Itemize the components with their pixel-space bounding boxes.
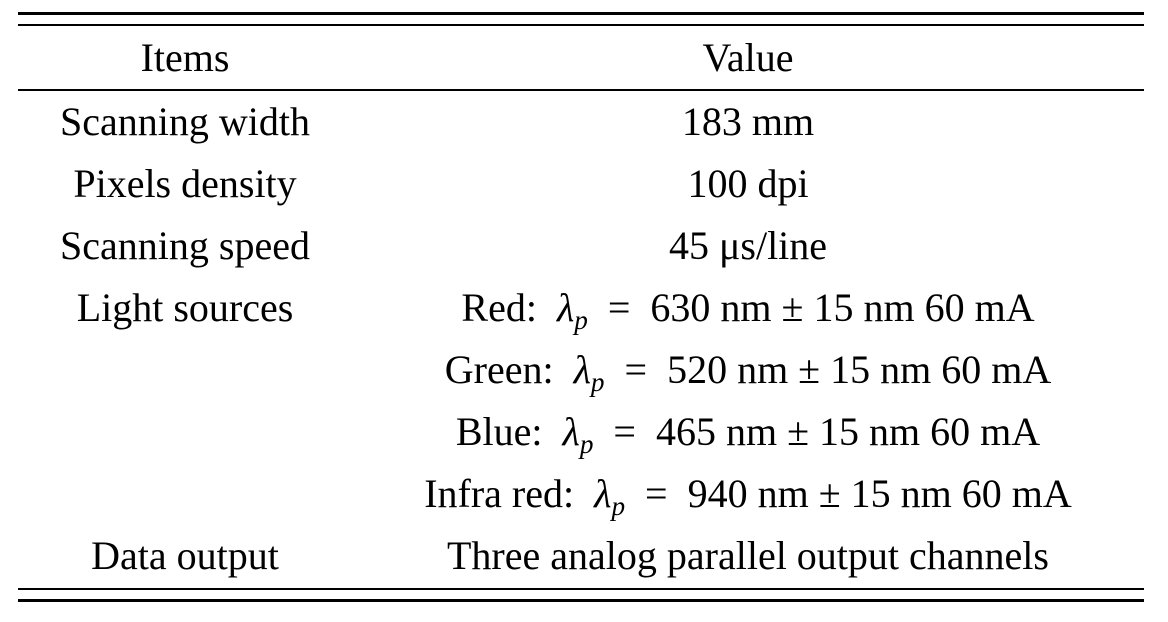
row-item: Scanning speed bbox=[60, 223, 310, 268]
value-label: Red: bbox=[461, 285, 537, 330]
header-items: Items bbox=[140, 35, 230, 80]
table-row: Scanning speed 45 μs/line bbox=[18, 215, 1144, 277]
equals-sign: = bbox=[597, 285, 641, 330]
table-row: Data output Three analog parallel output… bbox=[18, 525, 1144, 587]
equals-sign: = bbox=[635, 471, 678, 516]
top-rule-outer bbox=[18, 12, 1144, 15]
row-value: Green: λp = 520 nm ± 15 nm 60 mA bbox=[352, 347, 1144, 398]
row-item: Pixels density bbox=[73, 161, 297, 206]
row-value: Three analog parallel output channels bbox=[447, 533, 1049, 578]
row-value: 183 mm bbox=[681, 99, 815, 144]
value-formula: 940 nm ± 15 nm 60 mA bbox=[687, 471, 1072, 516]
header-value: Value bbox=[702, 35, 794, 80]
value-formula: 520 nm ± 15 nm 60 mA bbox=[667, 347, 1052, 392]
row-value: Red: λp = 630 nm ± 15 nm 60 mA bbox=[352, 285, 1144, 336]
row-item: Light sources bbox=[76, 285, 294, 330]
lambda-symbol: λp bbox=[552, 409, 594, 460]
table-row: Scanning width 183 mm bbox=[18, 91, 1144, 153]
lambda-symbol: λp bbox=[563, 347, 605, 398]
equals-sign: = bbox=[614, 347, 658, 392]
row-value: Blue: λp = 465 nm ± 15 nm 60 mA bbox=[352, 409, 1144, 460]
table-header-row: Items Value bbox=[18, 27, 1144, 89]
value-label: Blue: bbox=[455, 409, 543, 454]
row-value: 45 μs/line bbox=[668, 223, 828, 268]
value-label: Infra red: bbox=[424, 471, 575, 516]
table-row: Pixels density 100 dpi bbox=[18, 153, 1144, 215]
table-row: Infra red: λp = 940 nm ± 15 nm 60 mA bbox=[18, 463, 1144, 525]
bottom-rule-outer bbox=[18, 599, 1144, 602]
row-item: Scanning width bbox=[60, 99, 310, 144]
table-row: Blue: λp = 465 nm ± 15 nm 60 mA bbox=[18, 401, 1144, 463]
table-row: Green: λp = 520 nm ± 15 nm 60 mA bbox=[18, 339, 1144, 401]
value-formula: 630 nm ± 15 nm 60 mA bbox=[650, 285, 1035, 330]
top-rule-inner bbox=[18, 24, 1144, 26]
value-label: Green: bbox=[444, 347, 554, 392]
lambda-symbol: λp bbox=[546, 285, 588, 336]
value-formula: 465 nm ± 15 nm 60 mA bbox=[655, 409, 1041, 454]
table-row: Light sources Red: λp = 630 nm ± 15 nm 6… bbox=[18, 277, 1144, 339]
header-rule bbox=[18, 89, 1144, 91]
row-value: 100 dpi bbox=[687, 161, 809, 206]
lambda-symbol: λp bbox=[584, 471, 626, 522]
row-item: Data output bbox=[91, 533, 279, 578]
bottom-rule-inner bbox=[18, 588, 1144, 590]
row-value: Infra red: λp = 940 nm ± 15 nm 60 mA bbox=[352, 471, 1144, 522]
equals-sign: = bbox=[603, 409, 646, 454]
